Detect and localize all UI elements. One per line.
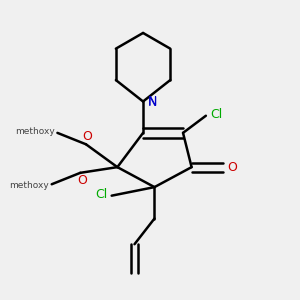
- Text: Cl: Cl: [95, 188, 107, 201]
- Text: N: N: [147, 96, 157, 110]
- Text: O: O: [77, 174, 87, 187]
- Text: methoxy: methoxy: [15, 127, 55, 136]
- Text: Cl: Cl: [210, 108, 222, 121]
- Text: methoxy: methoxy: [9, 181, 49, 190]
- Text: O: O: [227, 160, 237, 174]
- Text: N: N: [147, 95, 157, 108]
- Text: O: O: [82, 130, 92, 143]
